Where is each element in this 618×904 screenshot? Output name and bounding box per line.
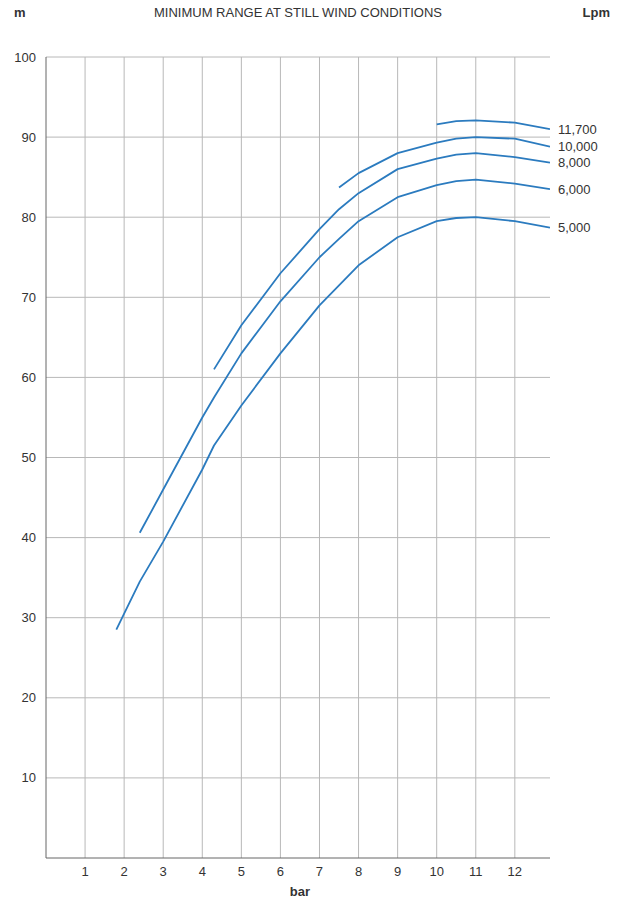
y-tick-label: 100 — [14, 50, 36, 65]
x-tick-label: 6 — [277, 864, 284, 879]
x-tick-label: 10 — [429, 864, 443, 879]
legend-label: 8,000 — [558, 155, 591, 170]
title: MINIMUM RANGE AT STILL WIND CONDITIONS — [154, 5, 442, 20]
legend-label: 5,000 — [558, 220, 591, 235]
x-tick-label: 12 — [508, 864, 522, 879]
y-tick-label: 90 — [22, 130, 36, 145]
y-tick-label: 70 — [22, 290, 36, 305]
x-tick-label: 8 — [355, 864, 362, 879]
x-tick-label: 2 — [121, 864, 128, 879]
y-axis-line — [46, 57, 47, 858]
y-tick-label: 50 — [22, 450, 36, 465]
y-grid-line — [46, 377, 550, 378]
series-line — [214, 153, 550, 369]
y-grid-line — [46, 297, 550, 298]
x-tick-label: 5 — [238, 864, 245, 879]
y-axis-title: m — [14, 5, 26, 20]
series-line — [140, 180, 550, 533]
x-axis-title: bar — [290, 884, 310, 899]
series-line — [437, 120, 550, 129]
lines — [116, 120, 550, 629]
y-tick-label: 10 — [22, 770, 36, 785]
x-axis-line — [46, 858, 550, 859]
grid — [46, 57, 550, 858]
x-tick-label: 1 — [81, 864, 88, 879]
y-grid-line — [46, 697, 550, 698]
y-tick-label: 80 — [22, 210, 36, 225]
y-tick-label: 30 — [22, 610, 36, 625]
series-line — [116, 217, 550, 630]
series-line — [339, 137, 550, 187]
y-grid-line — [46, 57, 550, 58]
chart: 12345678910111210203040506070809010011,7… — [0, 0, 618, 904]
x-tick-label: 7 — [316, 864, 323, 879]
y-grid-line — [46, 537, 550, 538]
legend-label: 11,700 — [558, 122, 597, 137]
legend-title: Lpm — [583, 5, 610, 20]
x-tick-label: 11 — [469, 864, 483, 879]
x-tick-label: 4 — [199, 864, 206, 879]
y-tick-label: 60 — [22, 370, 36, 385]
legend-label: 10,000 — [558, 139, 598, 154]
y-grid-line — [46, 777, 550, 778]
legend-label: 6,000 — [558, 182, 591, 197]
background — [0, 0, 618, 904]
y-tick-label: 20 — [22, 690, 36, 705]
x-tick-label: 3 — [160, 864, 167, 879]
y-tick-label: 40 — [22, 530, 36, 545]
y-grid-line — [46, 457, 550, 458]
x-tick-label: 9 — [394, 864, 401, 879]
